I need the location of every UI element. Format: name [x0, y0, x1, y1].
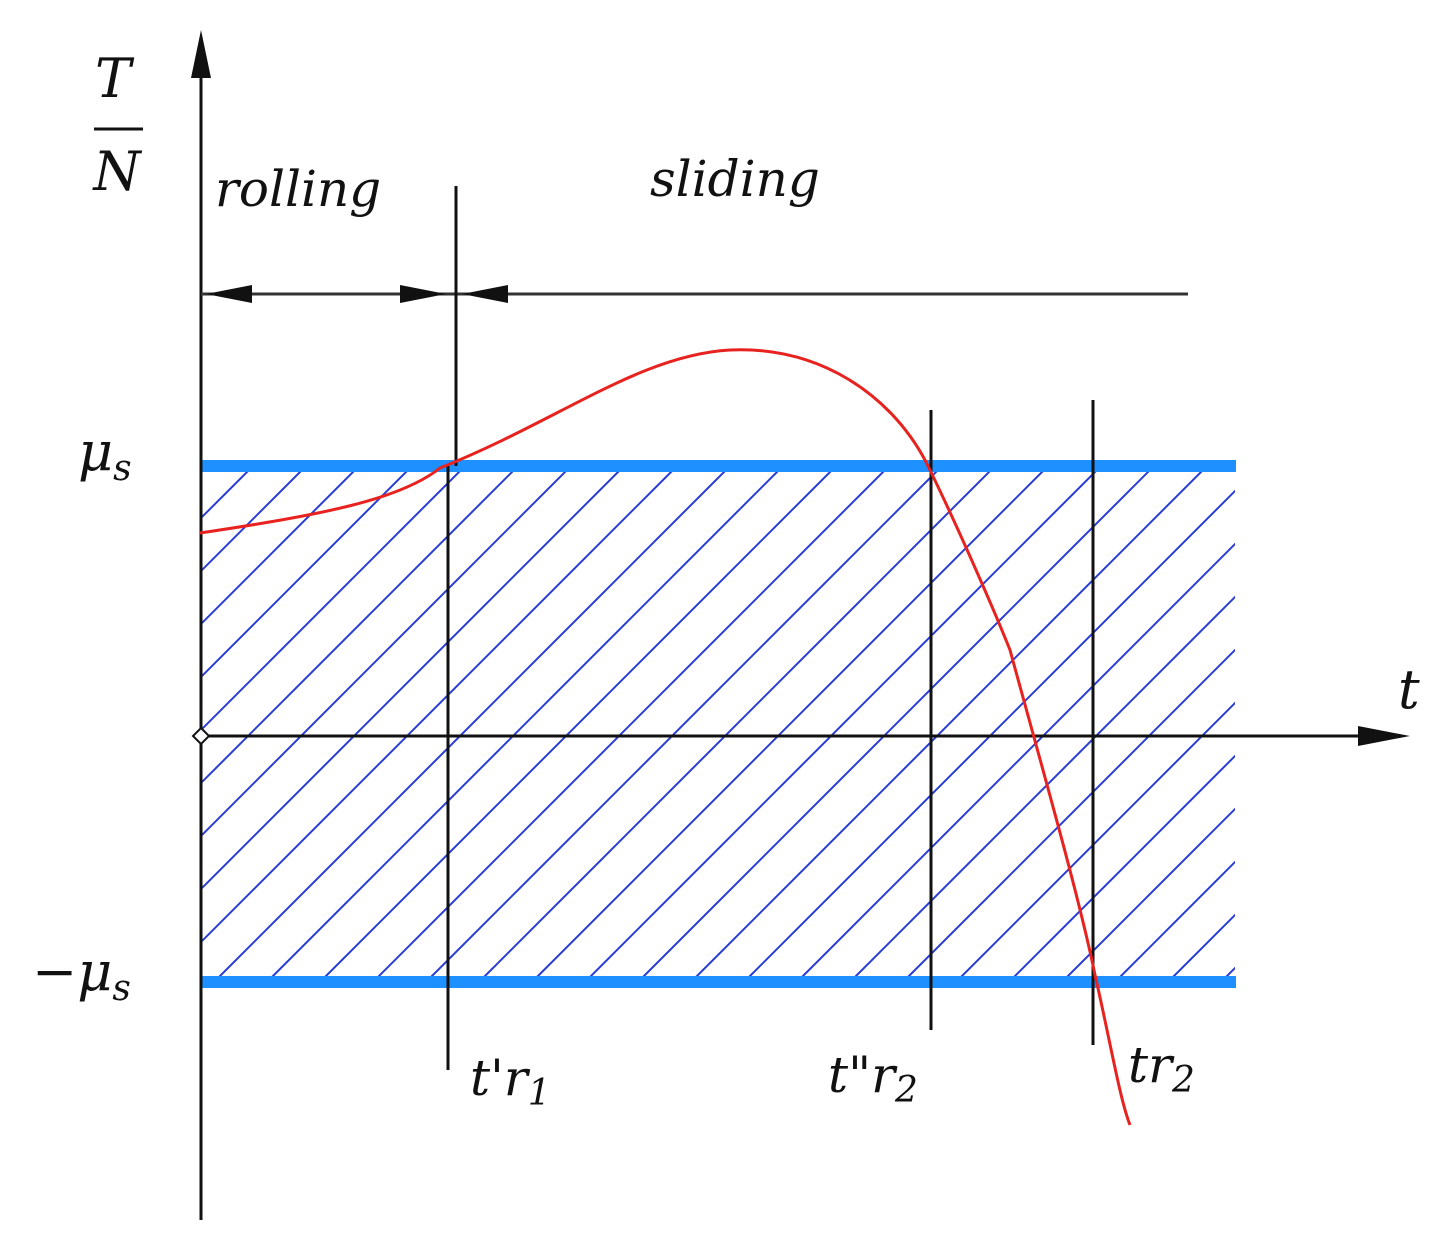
- hatch-line: [637, 466, 1155, 982]
- hatch-line: [849, 595, 1235, 982]
- marker-label-1-sub: 1: [528, 1073, 551, 1114]
- hatch-line: [1061, 807, 1235, 982]
- marker-label-1-main: t'r: [470, 1049, 531, 1107]
- hatch-line: [1008, 754, 1235, 982]
- hatch-line: [200, 466, 254, 521]
- rolling-label: rolling: [215, 160, 381, 218]
- hatch-line: [743, 489, 1235, 982]
- hatch-line: [200, 466, 307, 574]
- marker-label-1: t'r1: [470, 1049, 551, 1114]
- lower-band-label-sub: s: [112, 968, 130, 1009]
- lower-band-label: −μs: [32, 940, 131, 1009]
- hatch-line: [200, 466, 625, 892]
- hatch-line: [902, 648, 1235, 982]
- marker-label-3: tr2: [1128, 1036, 1195, 1101]
- rolling-left-arrow-icon: [206, 285, 252, 303]
- hatch-line: [200, 466, 572, 839]
- x-axis-arrow-icon: [1358, 726, 1410, 746]
- hatched-region: [200, 466, 1235, 982]
- hatch-line: [200, 466, 678, 945]
- hatch-line: [319, 466, 837, 982]
- upper-band-label-main: μ: [78, 420, 113, 483]
- hatch-line: [584, 466, 1102, 982]
- y-axis-label-denominator: N: [91, 140, 142, 203]
- hatch-line: [372, 466, 890, 982]
- hatch-line: [690, 466, 1208, 982]
- sliding-label: sliding: [650, 150, 820, 208]
- friction-curve: [199, 348, 1132, 1126]
- hatch-line: [1167, 913, 1235, 982]
- marker-label-3-main: tr: [1128, 1036, 1175, 1094]
- hatch-line: [200, 466, 519, 786]
- marker-label-2-main: t"r: [828, 1046, 898, 1104]
- hatch-line: [478, 466, 996, 982]
- marker-label-3-sub: 2: [1171, 1060, 1195, 1101]
- marker-label-2: t"r2: [828, 1046, 918, 1111]
- hatch-line: [425, 466, 943, 982]
- hatch-line: [1220, 966, 1235, 982]
- sliding-left-arrow-icon: [462, 285, 508, 303]
- hatch-line: [200, 466, 360, 627]
- upper-band-label-sub: s: [113, 448, 131, 489]
- rolling-right-arrow-icon: [400, 285, 446, 303]
- marker-label-2-sub: 2: [894, 1070, 918, 1111]
- hatch-line: [200, 466, 201, 468]
- hatch-line: [955, 701, 1235, 982]
- upper-band-label: μs: [78, 420, 132, 489]
- y-axis-label-numerator: T: [95, 47, 135, 110]
- hatch-line: [531, 466, 1049, 982]
- origin-marker-icon: [191, 726, 211, 746]
- y-axis-arrow-icon: [191, 30, 211, 78]
- hatch-line: [1114, 860, 1235, 982]
- hatch-line: [266, 466, 784, 982]
- hatch-line: [200, 466, 466, 733]
- hatch-line: [200, 466, 413, 680]
- lower-band-label-main: −μ: [32, 940, 112, 1003]
- hatch-line: [796, 542, 1235, 982]
- hatch-line: [213, 466, 731, 982]
- x-axis-label: t: [1398, 658, 1420, 721]
